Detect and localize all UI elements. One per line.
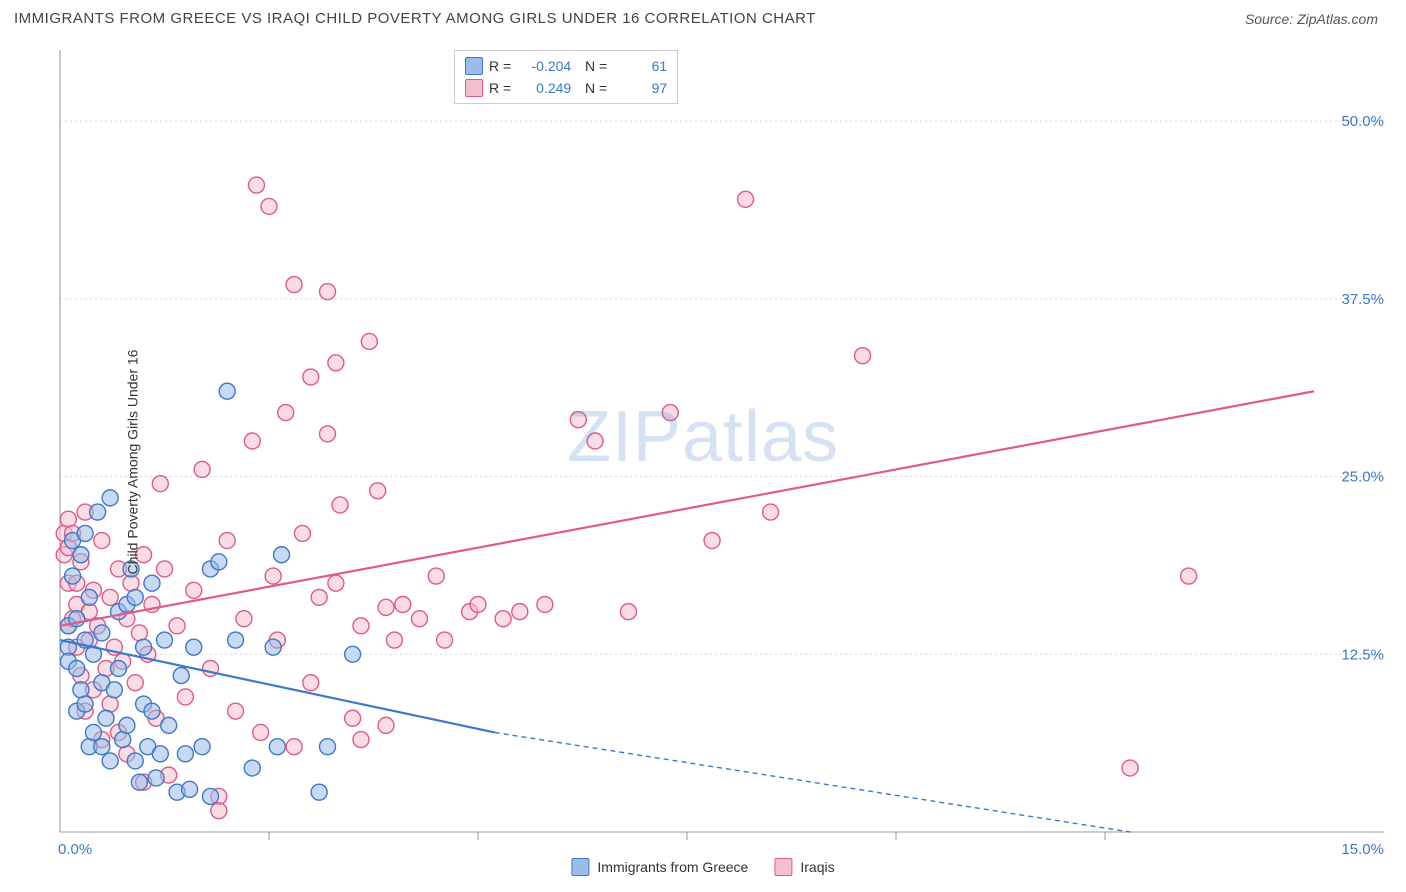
n-value-iraqis: 97 [613,80,667,96]
chart-title: IMMIGRANTS FROM GREECE VS IRAQI CHILD PO… [14,10,816,27]
svg-text:0.0%: 0.0% [58,841,92,858]
source-name: ZipAtlas.com [1297,11,1378,27]
svg-text:25.0%: 25.0% [1341,469,1384,486]
svg-text:37.5%: 37.5% [1341,291,1384,308]
scatter-plot-svg: 12.5% 25.0% 37.5% 50.0% 0.0% 15.0% [14,46,1392,878]
svg-text:15.0%: 15.0% [1341,841,1384,858]
n-label: N = [577,80,607,96]
n-value-greece: 61 [613,58,667,74]
source-attribution: Source: ZipAtlas.com [1245,11,1378,27]
r-label: R = [489,80,511,96]
svg-text:50.0%: 50.0% [1341,113,1384,130]
chart-area: Child Poverty Among Girls Under 16 12.5%… [14,46,1392,878]
chart-header: IMMIGRANTS FROM GREECE VS IRAQI CHILD PO… [0,0,1406,33]
stats-row-iraqis: R = 0.249 N = 97 [465,77,667,99]
stats-legend: R = -0.204 N = 61 R = 0.249 N = 97 [454,50,678,104]
r-value-greece: -0.204 [517,58,571,74]
legend-label-iraqis: Iraqis [800,859,834,875]
r-label: R = [489,58,511,74]
legend-item-greece: Immigrants from Greece [571,858,748,876]
swatch-iraqis [465,79,483,97]
svg-text:12.5%: 12.5% [1341,646,1384,663]
y-axis-label: Child Poverty Among Girls Under 16 [124,350,140,575]
source-prefix: Source: [1245,11,1297,27]
r-value-iraqis: 0.249 [517,80,571,96]
legend-item-iraqis: Iraqis [774,858,834,876]
stats-row-greece: R = -0.204 N = 61 [465,55,667,77]
legend-label-greece: Immigrants from Greece [597,859,748,875]
bottom-legend: Immigrants from Greece Iraqis [571,858,834,876]
n-label: N = [577,58,607,74]
legend-swatch-iraqis [774,858,792,876]
legend-swatch-greece [571,858,589,876]
swatch-greece [465,57,483,75]
